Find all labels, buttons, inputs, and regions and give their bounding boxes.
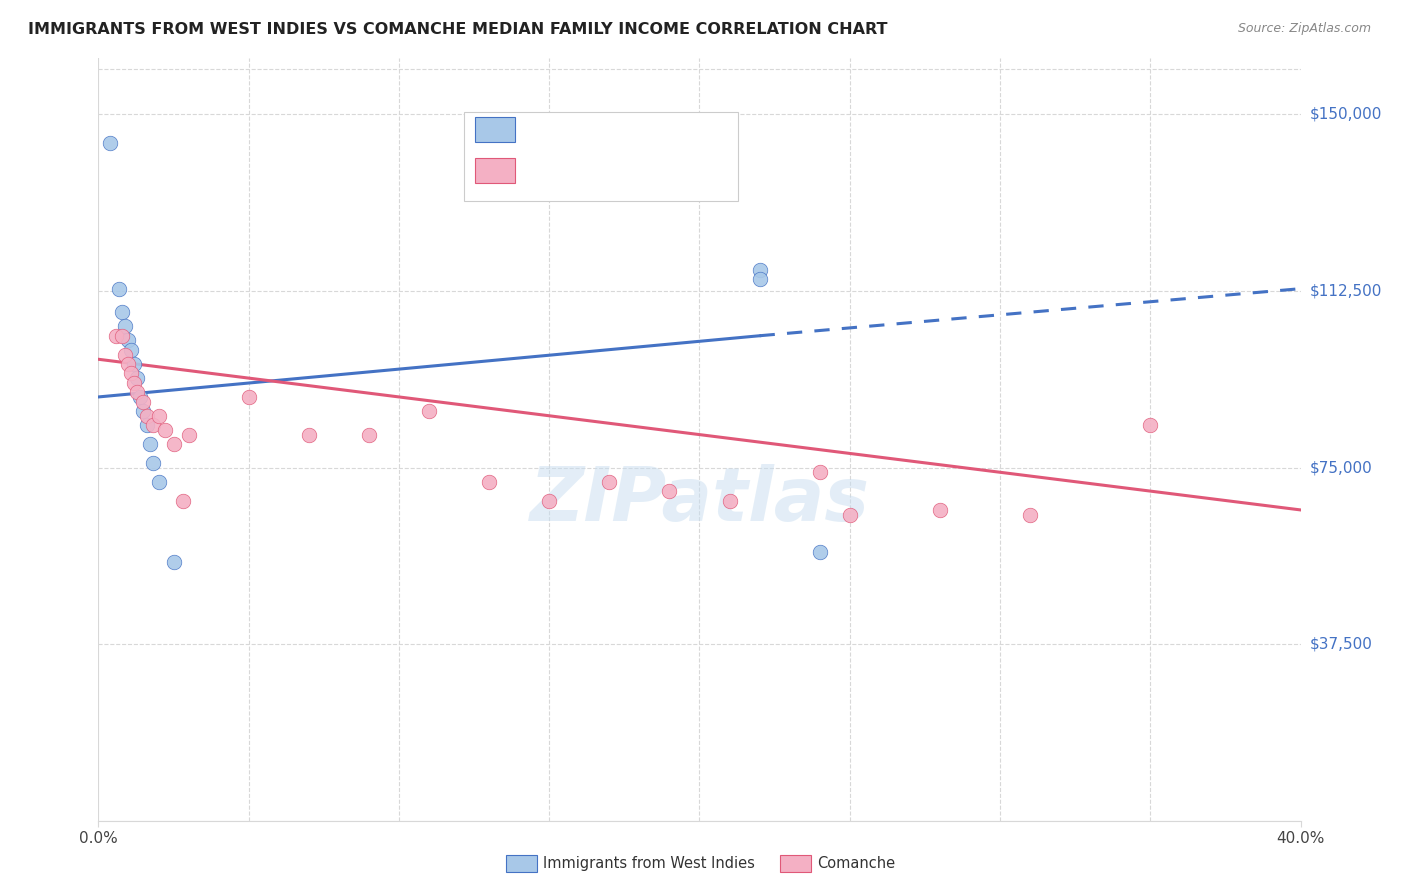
Point [1019,508,1042,522]
Point [117,334,139,348]
Point [141,456,163,470]
Text: Source: ZipAtlas.com: Source: ZipAtlas.com [1237,22,1371,36]
Point [135,409,157,423]
Point [138,437,160,451]
Point [105,328,128,343]
Point [598,475,620,489]
Text: Comanche: Comanche [817,856,896,871]
Point [148,475,170,489]
Text: $37,500: $37,500 [1309,637,1372,651]
Text: IMMIGRANTS FROM WEST INDIES VS COMANCHE MEDIAN FAMILY INCOME CORRELATION CHART: IMMIGRANTS FROM WEST INDIES VS COMANCHE … [28,22,887,37]
Point [1139,418,1161,433]
Point [748,272,770,286]
Point [718,493,741,508]
Point [153,423,176,437]
Point [108,282,131,296]
Point [132,404,155,418]
Text: $75,000: $75,000 [1309,460,1372,475]
Point [127,385,149,400]
Text: $112,500: $112,500 [1309,284,1382,299]
Text: R = -0.294   N = 29: R = -0.294 N = 29 [523,163,673,178]
Text: ZIPatlas: ZIPatlas [530,464,869,537]
Point [129,390,152,404]
Point [117,357,139,371]
Point [114,319,136,334]
Point [124,357,146,371]
Point [172,493,194,508]
Point [100,136,122,150]
Point [141,418,163,433]
Point [238,390,260,404]
Text: $150,000: $150,000 [1309,107,1382,122]
Point [111,305,134,319]
Point [357,427,380,442]
Point [838,508,860,522]
Point [418,404,440,418]
Point [127,371,149,385]
Point [538,493,561,508]
Point [177,427,200,442]
Point [121,367,143,381]
Point [929,503,952,517]
Point [135,418,157,433]
Point [121,343,143,357]
Point [658,484,681,499]
Point [132,394,155,409]
Point [808,465,831,479]
Text: Immigrants from West Indies: Immigrants from West Indies [543,856,755,871]
Point [478,475,501,489]
Point [162,555,184,569]
Point [111,328,134,343]
Point [124,376,146,390]
Point [298,427,321,442]
Point [148,409,170,423]
Point [808,545,831,559]
Point [748,263,770,277]
Point [114,348,136,362]
Point [162,437,184,451]
Text: R =   0.128   N = 18: R = 0.128 N = 18 [523,122,678,136]
